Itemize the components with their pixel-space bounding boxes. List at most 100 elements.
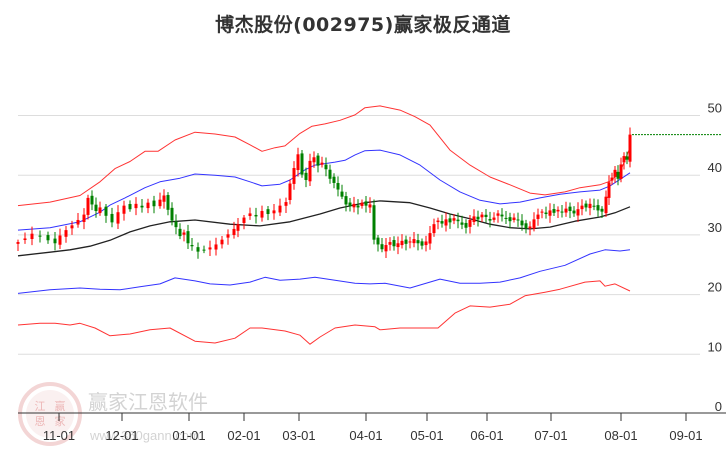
candle-down <box>460 222 464 225</box>
candle-up <box>226 234 230 238</box>
x-tick-label: 02-01 <box>227 428 260 443</box>
candle-up <box>548 210 552 216</box>
y-tick-label: 10 <box>708 339 722 354</box>
watermark-url: www.360gann.com <box>89 428 200 443</box>
candle-up <box>576 209 580 216</box>
candle-down <box>508 217 512 222</box>
y-tick-label: 50 <box>708 101 722 116</box>
candle-down <box>348 202 352 207</box>
candle-down <box>336 183 340 190</box>
candle-up <box>248 213 252 217</box>
candle-down <box>364 201 368 206</box>
candle-up <box>312 157 316 163</box>
channel-bands <box>17 105 631 345</box>
candle-down <box>596 205 600 211</box>
svg-text:恩: 恩 <box>35 415 46 428</box>
x-tick-label: 05-01 <box>410 428 443 443</box>
y-tick-label: 30 <box>708 220 722 235</box>
candle-up <box>220 239 224 245</box>
candle-up <box>444 219 448 226</box>
candle-down <box>300 153 304 175</box>
candle-up <box>182 232 186 235</box>
candle-down <box>376 237 380 245</box>
candle-down <box>392 240 396 247</box>
candle-down <box>53 238 57 244</box>
svg-text:家: 家 <box>55 414 66 428</box>
candle-up <box>622 156 626 163</box>
candle-down <box>516 219 520 221</box>
candle-up <box>58 235 62 245</box>
candle-down <box>266 209 270 215</box>
candle-down <box>420 241 424 246</box>
candle-up <box>468 219 472 227</box>
y-axis-labels: 0 10 20 30 40 50 <box>708 101 722 415</box>
candle-up <box>214 244 218 250</box>
candle-down <box>324 164 328 170</box>
candle-up <box>272 210 276 214</box>
candle-down <box>524 223 528 229</box>
candle-up <box>70 225 74 229</box>
candle-down <box>504 217 508 219</box>
candle-down <box>152 200 156 207</box>
candle-up <box>424 241 428 246</box>
candle-up <box>146 202 150 209</box>
x-tick-label: 12-01 <box>105 428 138 443</box>
candle-up <box>284 202 288 206</box>
x-tick-label: 03-01 <box>282 428 315 443</box>
candle-down <box>484 214 488 217</box>
candle-down <box>456 219 460 222</box>
candle-up <box>472 216 476 222</box>
candle-down <box>46 235 50 241</box>
candle-up <box>540 211 544 213</box>
x-tick-label: 11-01 <box>43 428 75 443</box>
upper-inner-band-line <box>17 149 631 231</box>
candle-up <box>532 219 536 229</box>
candle-up <box>162 195 166 202</box>
candle-up <box>436 220 440 223</box>
candle-up <box>296 154 300 171</box>
y-tick-label: 0 <box>715 399 722 414</box>
candle-up <box>492 217 496 220</box>
candle-down <box>340 191 344 197</box>
candle-down <box>520 220 524 226</box>
candle-down <box>316 155 320 166</box>
candle-up <box>556 209 560 212</box>
candle-down <box>476 216 480 220</box>
candle-down <box>38 235 42 237</box>
svg-text:赢: 赢 <box>55 399 66 413</box>
candle-down <box>190 245 194 247</box>
candle-up <box>428 233 432 244</box>
candle-up <box>236 224 240 231</box>
y-tick-label: 40 <box>708 160 722 175</box>
candle-down <box>572 210 576 214</box>
candle-up <box>320 162 324 165</box>
candle-up <box>30 233 34 240</box>
candle-down <box>500 214 504 217</box>
candle-down <box>254 214 258 217</box>
candle-down <box>202 249 206 251</box>
candle-down <box>356 205 360 208</box>
candle-up <box>64 230 68 237</box>
candle-down <box>372 205 376 240</box>
candle-down <box>170 207 174 221</box>
candle-down <box>448 218 452 223</box>
candle-up <box>512 217 516 221</box>
candle-up <box>278 205 282 213</box>
candle-down <box>464 222 468 228</box>
lower-outer-band-line <box>17 280 631 345</box>
candle-up <box>536 214 540 219</box>
candle-up <box>16 242 20 244</box>
candle-up <box>384 245 388 252</box>
candle-down <box>616 171 620 179</box>
candle-up <box>308 160 312 182</box>
candle-down <box>404 239 408 244</box>
candle-up <box>432 224 436 234</box>
candle-down <box>304 172 308 180</box>
candle-down <box>128 204 132 210</box>
candle-down <box>584 203 588 208</box>
candle-up <box>607 182 611 198</box>
candle-down <box>174 221 178 228</box>
svg-text:江: 江 <box>35 400 46 413</box>
candle-up <box>82 214 86 222</box>
